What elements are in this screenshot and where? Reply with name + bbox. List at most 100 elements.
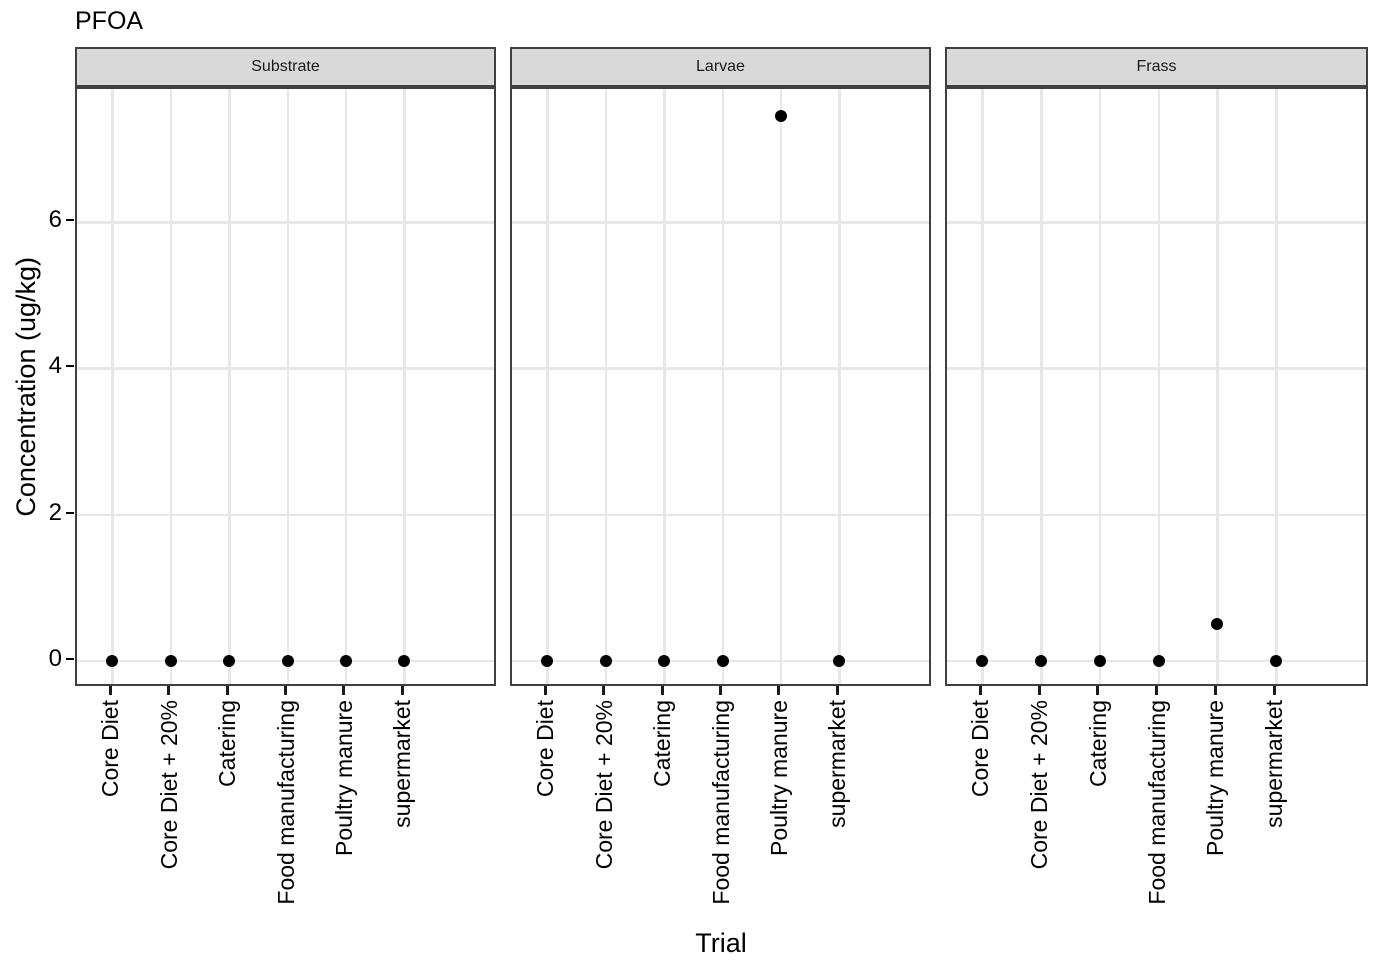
- data-point: [541, 654, 554, 667]
- x-axis-tick: [602, 686, 606, 695]
- facet-panel: [75, 87, 496, 686]
- x-axis-tick: [108, 686, 112, 695]
- x-axis-tick: [342, 686, 346, 695]
- y-axis-tick: [66, 365, 74, 368]
- data-point: [1035, 654, 1047, 667]
- data-point: [223, 654, 236, 667]
- v-gridline: [663, 89, 666, 684]
- v-gridline: [1098, 89, 1102, 684]
- h-gridline: [512, 221, 929, 224]
- x-category-label: Catering: [649, 700, 676, 787]
- x-axis-tick: [1213, 686, 1217, 695]
- x-category-label: Core Diet + 20%: [1026, 700, 1052, 870]
- x-category-label: Core Diet + 20%: [590, 700, 617, 870]
- h-gridline: [512, 367, 929, 370]
- x-axis-tick: [660, 686, 664, 695]
- y-axis-title: Concentration (ug/kg): [10, 256, 41, 517]
- x-axis-tick: [543, 686, 547, 695]
- data-point: [1152, 654, 1165, 667]
- facet-strip-label: Larvae: [696, 58, 745, 75]
- facet-panel: [510, 87, 931, 686]
- y-tick-label: 6: [48, 206, 62, 234]
- h-gridline: [947, 513, 1366, 517]
- x-category-label: Catering: [1084, 700, 1111, 787]
- h-gridline: [77, 367, 494, 370]
- x-category-label: Poultry manure: [330, 700, 357, 856]
- y-axis-tick: [66, 657, 74, 660]
- facet-strip: Substrate: [75, 47, 496, 87]
- facet-strip: Larvae: [510, 47, 931, 87]
- y-axis-title-container: Concentration (ug/kg): [8, 87, 44, 686]
- facet-strip-label: Substrate: [251, 58, 320, 75]
- v-gridline: [344, 89, 348, 684]
- x-axis-tick: [835, 686, 839, 695]
- x-category-label: Poultry manure: [1202, 700, 1229, 856]
- v-gridline: [286, 89, 289, 684]
- y-axis-tick: [66, 219, 74, 222]
- v-gridline: [981, 89, 984, 684]
- x-category-label: Food manufacturing: [272, 700, 299, 905]
- data-point: [1093, 654, 1106, 667]
- h-gridline: [947, 367, 1366, 370]
- data-point: [599, 654, 612, 667]
- x-category-label: Core Diet: [532, 700, 559, 798]
- data-point: [106, 654, 119, 667]
- x-category-label: Core Diet + 20%: [155, 700, 182, 870]
- v-gridline: [1275, 89, 1278, 684]
- h-gridline: [947, 221, 1366, 224]
- x-category-label: supermarket: [824, 700, 851, 828]
- x-category-label: Core Diet: [967, 700, 994, 798]
- v-gridline: [169, 89, 173, 684]
- x-axis-title: Trial: [695, 928, 747, 958]
- data-point: [774, 110, 787, 123]
- v-gridline: [604, 89, 608, 684]
- v-gridline: [111, 89, 114, 684]
- x-axis-tick: [400, 686, 404, 695]
- x-axis-tick: [978, 686, 982, 695]
- v-gridline: [838, 89, 841, 684]
- v-gridline: [546, 89, 549, 684]
- data-point: [339, 654, 352, 667]
- x-axis-tick: [777, 686, 781, 695]
- v-gridline: [779, 89, 783, 684]
- data-point: [658, 654, 671, 667]
- h-gridline: [77, 221, 494, 224]
- x-category-label: supermarket: [389, 700, 416, 828]
- h-gridline: [77, 513, 494, 517]
- x-category-label: Poultry manure: [765, 700, 792, 856]
- x-axis-tick: [719, 686, 722, 695]
- h-gridline: [512, 513, 929, 517]
- x-axis-tick: [1096, 686, 1100, 695]
- x-axis-tick: [1037, 686, 1041, 695]
- v-gridline: [1216, 89, 1219, 684]
- v-gridline: [1040, 89, 1043, 684]
- facet-strip-label: Frass: [1136, 58, 1177, 75]
- y-tick-label: 0: [48, 644, 62, 672]
- data-point: [1211, 618, 1224, 631]
- data-point: [164, 654, 177, 667]
- x-axis-tick: [284, 686, 287, 695]
- v-gridline: [1157, 89, 1160, 684]
- y-tick-label: 4: [48, 352, 62, 380]
- v-gridline: [403, 89, 406, 684]
- facet-strip: Frass: [945, 47, 1368, 87]
- data-point: [1270, 654, 1282, 667]
- x-axis-tick: [167, 686, 171, 695]
- y-tick-label: 2: [48, 498, 62, 526]
- v-gridline: [228, 89, 231, 684]
- x-category-label: Core Diet: [97, 700, 124, 798]
- x-category-label: Catering: [214, 700, 241, 787]
- v-gridline: [721, 89, 724, 684]
- x-axis-tick: [225, 686, 229, 695]
- y-axis-tick: [66, 511, 74, 514]
- x-category-label: Food manufacturing: [707, 700, 734, 905]
- chart-title: PFOA: [75, 7, 144, 35]
- data-point: [833, 654, 846, 667]
- x-axis-tick: [1272, 686, 1276, 695]
- x-category-label: Food manufacturing: [1143, 700, 1170, 905]
- data-point: [281, 654, 294, 667]
- data-point: [976, 654, 989, 667]
- facet-panel: [945, 87, 1368, 686]
- data-point: [716, 654, 729, 667]
